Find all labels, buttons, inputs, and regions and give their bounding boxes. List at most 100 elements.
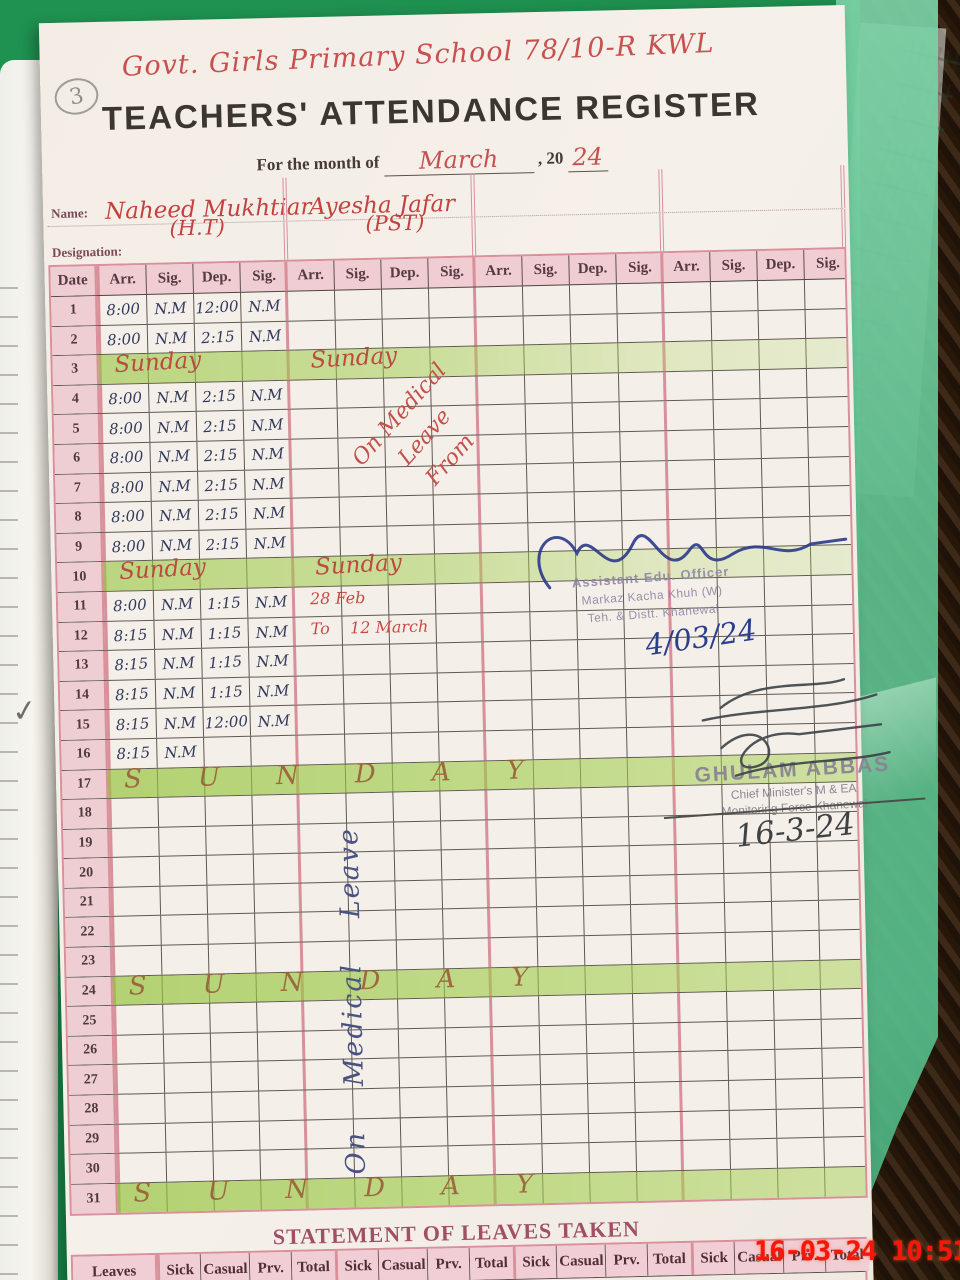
camera-timestamp: 16-03-24 10:51 bbox=[754, 1236, 960, 1267]
attendance-cell bbox=[446, 1057, 494, 1087]
teacher-column-group-header: Arr. Sig. Dep. Sig. bbox=[472, 253, 661, 287]
date-cell: 27 bbox=[68, 1065, 116, 1095]
attendance-cell: N.M bbox=[150, 441, 199, 472]
attendance-cell bbox=[442, 879, 490, 909]
teacher-group bbox=[297, 820, 486, 853]
attendance-cell bbox=[636, 1112, 684, 1142]
date-cell: 18 bbox=[62, 799, 110, 829]
attendance-cell bbox=[252, 795, 300, 825]
register-page: 3 Govt. Girls Primary School 78/10-R KWL… bbox=[38, 5, 926, 1280]
attendance-cell bbox=[429, 287, 477, 317]
attendance-cell bbox=[825, 1166, 873, 1197]
attendance-cell: N.M bbox=[248, 588, 296, 618]
attendance-cell bbox=[682, 1080, 730, 1111]
leaves-label-header: Leaves bbox=[72, 1254, 158, 1280]
sunday-letter: N bbox=[275, 760, 300, 791]
attendance-cell bbox=[523, 314, 572, 345]
attendance-cell bbox=[667, 430, 715, 460]
attendance-cell bbox=[443, 909, 491, 939]
teacher-group bbox=[303, 1115, 493, 1149]
handwritten-entry: N.M bbox=[256, 651, 290, 672]
attendance-cell bbox=[583, 875, 631, 906]
attendance-cell bbox=[712, 369, 761, 400]
leaves-column-header: Prv. bbox=[606, 1243, 649, 1277]
attendance-cell bbox=[254, 883, 302, 913]
teacher-group bbox=[108, 794, 300, 828]
attendance-cell bbox=[531, 669, 580, 700]
attendance-cell bbox=[212, 1091, 260, 1122]
attendance-cell bbox=[247, 558, 295, 588]
teacher-column-group-header: Arr. Sig. Dep. Sig. bbox=[284, 257, 473, 291]
year-value-handwritten: 24 bbox=[567, 142, 608, 173]
attendance-cell: N.M bbox=[246, 528, 294, 558]
leaves-column-header: Total bbox=[291, 1250, 336, 1280]
attendance-cell bbox=[210, 1032, 259, 1063]
handwritten-entry: 8:15 bbox=[113, 625, 149, 646]
teacher-group bbox=[491, 1111, 684, 1145]
attendance-cell bbox=[726, 991, 775, 1021]
leaves-column-header: Casual bbox=[201, 1252, 251, 1280]
attendance-cell bbox=[534, 788, 582, 818]
handwritten-entry: N.M bbox=[157, 476, 192, 497]
teacher-group: 8:00 N.M 12:00 N.M bbox=[97, 291, 286, 325]
school-name-handwritten: Govt. Girls Primary School 78/10-R KWL bbox=[121, 27, 715, 83]
teacher-column-group-header: Arr. Sig. Dep. Sig. bbox=[660, 248, 849, 283]
attendance-cell bbox=[538, 965, 587, 996]
column-header: Arr. bbox=[99, 264, 147, 295]
attendance-cell: 2:15 bbox=[198, 499, 247, 530]
attendance-cell bbox=[334, 289, 383, 320]
handwritten-entry: N.M bbox=[161, 624, 195, 645]
attendance-cell bbox=[822, 1019, 870, 1049]
teacher-group bbox=[674, 870, 863, 904]
date-cell: 9 bbox=[56, 532, 104, 563]
attendance-cell bbox=[572, 402, 621, 433]
attendance-cell bbox=[163, 1033, 212, 1064]
handwritten-entry: N.M bbox=[251, 444, 285, 465]
attendance-cell bbox=[680, 992, 728, 1022]
date-cell: 26 bbox=[67, 1035, 115, 1066]
teacher-group: 8:15 N.M 12:00 N.M bbox=[106, 705, 296, 739]
teacher-group bbox=[484, 786, 673, 820]
attendance-cell bbox=[475, 286, 524, 317]
leaves-column-header: Sick bbox=[693, 1241, 736, 1275]
date-cell: 16 bbox=[61, 739, 108, 770]
teacher-group: 8:15 N.M 1:15 N.M bbox=[104, 617, 294, 651]
attendance-cell bbox=[634, 1052, 682, 1082]
attendance-cell bbox=[435, 554, 483, 584]
handwritten-entry: 2:15 bbox=[202, 386, 237, 407]
attendance-cell bbox=[206, 854, 255, 885]
attendance-cell: 1:15 bbox=[200, 588, 249, 619]
attendance-cell bbox=[255, 913, 303, 943]
teacher-group bbox=[679, 1107, 869, 1141]
sunday-letter: U bbox=[206, 1176, 230, 1207]
attendance-cell bbox=[114, 916, 162, 946]
handwritten-entry: 12:00 bbox=[195, 297, 240, 318]
teacher-group bbox=[472, 283, 662, 317]
attendance-cell bbox=[729, 1079, 777, 1110]
attendance-cell: N.M bbox=[156, 708, 205, 738]
attendance-cell bbox=[812, 604, 860, 634]
handwritten-entry: N.M bbox=[163, 742, 198, 763]
attendance-cell: 2:15 bbox=[196, 381, 244, 412]
attendance-cell bbox=[585, 964, 633, 995]
leaves-column-header: Sick bbox=[337, 1249, 380, 1280]
teacher-group: 8:15 N.M 1:15 N.M bbox=[105, 646, 294, 680]
attendance-cell bbox=[761, 427, 809, 458]
attendance-cell bbox=[530, 640, 579, 670]
attendance-cell: N.M bbox=[155, 648, 203, 679]
handwritten-entry: 8:15 bbox=[115, 713, 151, 734]
attendance-cell bbox=[536, 877, 584, 907]
leaves-column-header: Total bbox=[469, 1246, 514, 1280]
attendance-cell bbox=[621, 461, 669, 491]
register-title: TEACHERS' ATTENDANCE REGISTER bbox=[101, 84, 761, 137]
attendance-cell bbox=[820, 930, 868, 960]
teacher-group bbox=[302, 1056, 494, 1090]
pencil-checkmark: ✓ bbox=[9, 692, 40, 731]
attendance-cell: 12:00 bbox=[194, 292, 242, 323]
attendance-cell bbox=[677, 903, 726, 934]
attendance-cell bbox=[577, 639, 626, 669]
attendance-cell bbox=[117, 1064, 166, 1094]
attendance-cell bbox=[627, 727, 675, 757]
attendance-cell bbox=[823, 1078, 871, 1108]
attendance-cell bbox=[771, 871, 819, 902]
